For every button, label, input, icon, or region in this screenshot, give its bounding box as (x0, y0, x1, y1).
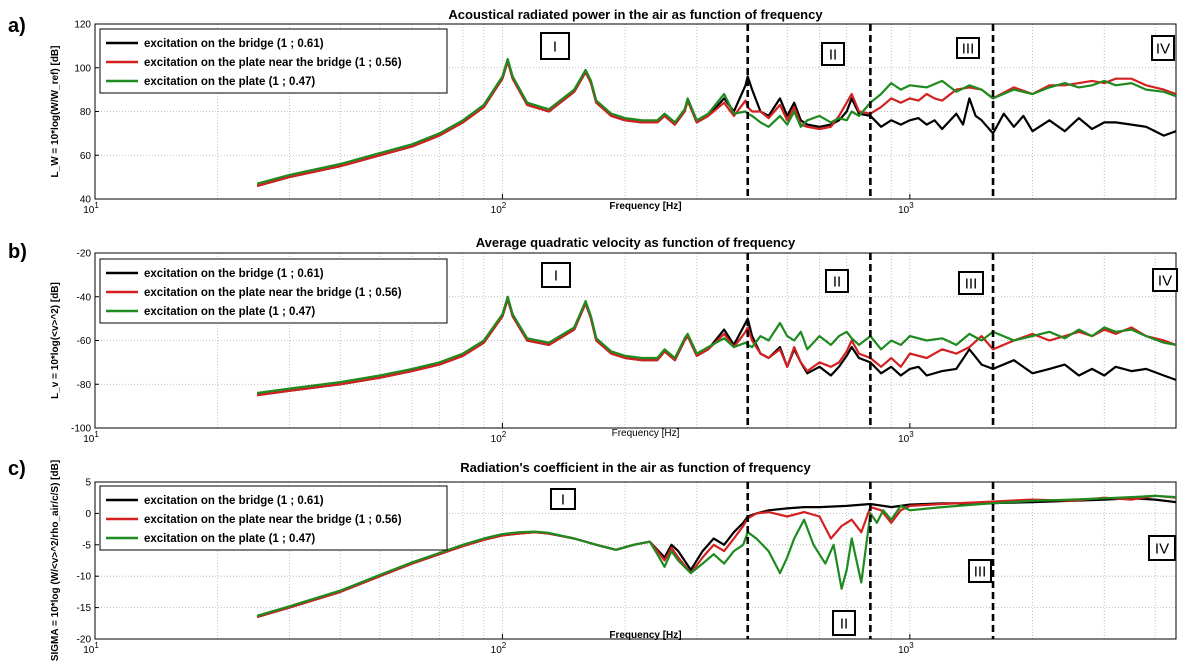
y-tick-label: 5 (85, 478, 91, 489)
region-label: IV (1158, 273, 1172, 290)
y-tick-label: 40 (80, 195, 92, 206)
panel-a: 40 60 80 100 120 101 102 103 Acoustical radiated… (8, 7, 1177, 216)
y-tick-label: -10 (77, 572, 92, 583)
legend: excitation on the bridge (1 ; 0.61) excit… (99, 258, 448, 324)
legend-label: excitation on the plate (1 ; 0.47) (144, 76, 315, 88)
series-line-3 (256, 295, 1176, 395)
series-line-3 (256, 57, 1176, 185)
legend: excitation on the bridge (1 ; 0.61) excit… (99, 28, 448, 94)
region-box (821, 42, 845, 66)
region-label: IV (1155, 541, 1169, 558)
y-tick-label: -5 (82, 540, 91, 551)
y-tick-label: 80 (80, 107, 92, 118)
y-axis-label: L_W = 10*log(W/W_ref) [dB] (50, 46, 61, 178)
region-box (956, 37, 980, 59)
series-line-2 (256, 297, 1176, 397)
legend-label: excitation on the bridge (1 ; 0.61) (144, 268, 324, 280)
x-tick-label: 101 (83, 430, 99, 445)
y-tick-label: 0 (85, 509, 91, 520)
legend-label: excitation on the plate near the bridge … (144, 514, 402, 526)
legend-label: excitation on the plate near the bridge … (144, 287, 402, 299)
region-box (968, 559, 992, 583)
legend-box (99, 28, 448, 94)
region-label: I (561, 492, 565, 509)
legend-box (99, 258, 448, 324)
region-box (1151, 35, 1175, 61)
panel-c: -20 -15 -10 -5 0 5 101 102 103 Radiation's coeffi… (8, 458, 1177, 661)
panel-label: c) (8, 458, 26, 480)
legend: excitation on the bridge (1 ; 0.61) excit… (99, 485, 448, 551)
x-tick-label: 103 (898, 641, 914, 656)
panel-b: -100 -80 -60 -40 -20 101 102 103 Average quadrat… (8, 235, 1178, 445)
region-box (550, 488, 576, 510)
x-tick-label: 101 (83, 201, 99, 216)
legend-box (99, 485, 448, 551)
x-tick-label: 102 (491, 641, 507, 656)
y-tick-label: 60 (80, 151, 92, 162)
y-tick-label: 100 (74, 63, 91, 74)
region-label: IV (1156, 41, 1170, 58)
x-axis-label: Frequency [Hz] (609, 630, 681, 641)
region-label: III (962, 41, 975, 58)
series-group (256, 57, 1176, 187)
y-tick-label: -20 (77, 249, 92, 260)
region-box (541, 262, 571, 288)
region-label: II (833, 274, 841, 291)
x-tick-label: 103 (898, 430, 914, 445)
x-tick-label: 101 (83, 641, 99, 656)
legend-label: excitation on the bridge (1 ; 0.61) (144, 495, 324, 507)
panel-label: a) (8, 15, 26, 37)
region-label: I (553, 39, 557, 56)
y-tick-label: -40 (77, 292, 92, 303)
region-label: III (965, 276, 978, 293)
chart-title: Radiation's coefficient in the air as fu… (460, 460, 811, 475)
y-tick-label: 120 (74, 20, 91, 31)
legend-label: excitation on the plate (1 ; 0.47) (144, 306, 315, 318)
region-label: II (829, 47, 837, 64)
panel-label: b) (8, 241, 27, 263)
region-label: III (974, 564, 987, 581)
y-tick-label: -60 (77, 336, 92, 347)
y-tick-label: -20 (77, 635, 92, 646)
x-tick-label: 102 (491, 430, 507, 445)
series-line-2 (256, 494, 1176, 619)
region-label: II (840, 616, 848, 633)
x-axis-label: Frequency [Hz] (609, 201, 681, 212)
y-tick-label: -15 (77, 603, 92, 614)
legend-label: excitation on the plate (1 ; 0.47) (144, 533, 315, 545)
y-axis-label: SIGMA = 10*log (W/<v>^2/rho_air/c/S) [dB… (50, 460, 61, 661)
region-box (832, 610, 856, 636)
y-axis-label: L_v = 10*log(<v>^2) [dB] (50, 282, 61, 399)
x-tick-label: 102 (491, 201, 507, 216)
region-box (1152, 268, 1178, 292)
y-tick-label: -80 (77, 380, 92, 391)
region-box (825, 269, 849, 293)
legend-label: excitation on the bridge (1 ; 0.61) (144, 38, 324, 50)
legend-label: excitation on the plate near the bridge … (144, 57, 402, 69)
y-tick-label: -100 (71, 424, 91, 435)
x-tick-label: 103 (898, 201, 914, 216)
chart-title: Average quadratic velocity as function o… (476, 235, 796, 250)
series-group (256, 295, 1176, 397)
region-label: I (554, 268, 558, 285)
region-box (540, 32, 570, 60)
region-box (1148, 535, 1176, 561)
x-axis-label: Frequency [Hz] (612, 428, 680, 439)
region-box (958, 271, 984, 295)
chart-title: Acoustical radiated power in the air as … (448, 7, 823, 22)
